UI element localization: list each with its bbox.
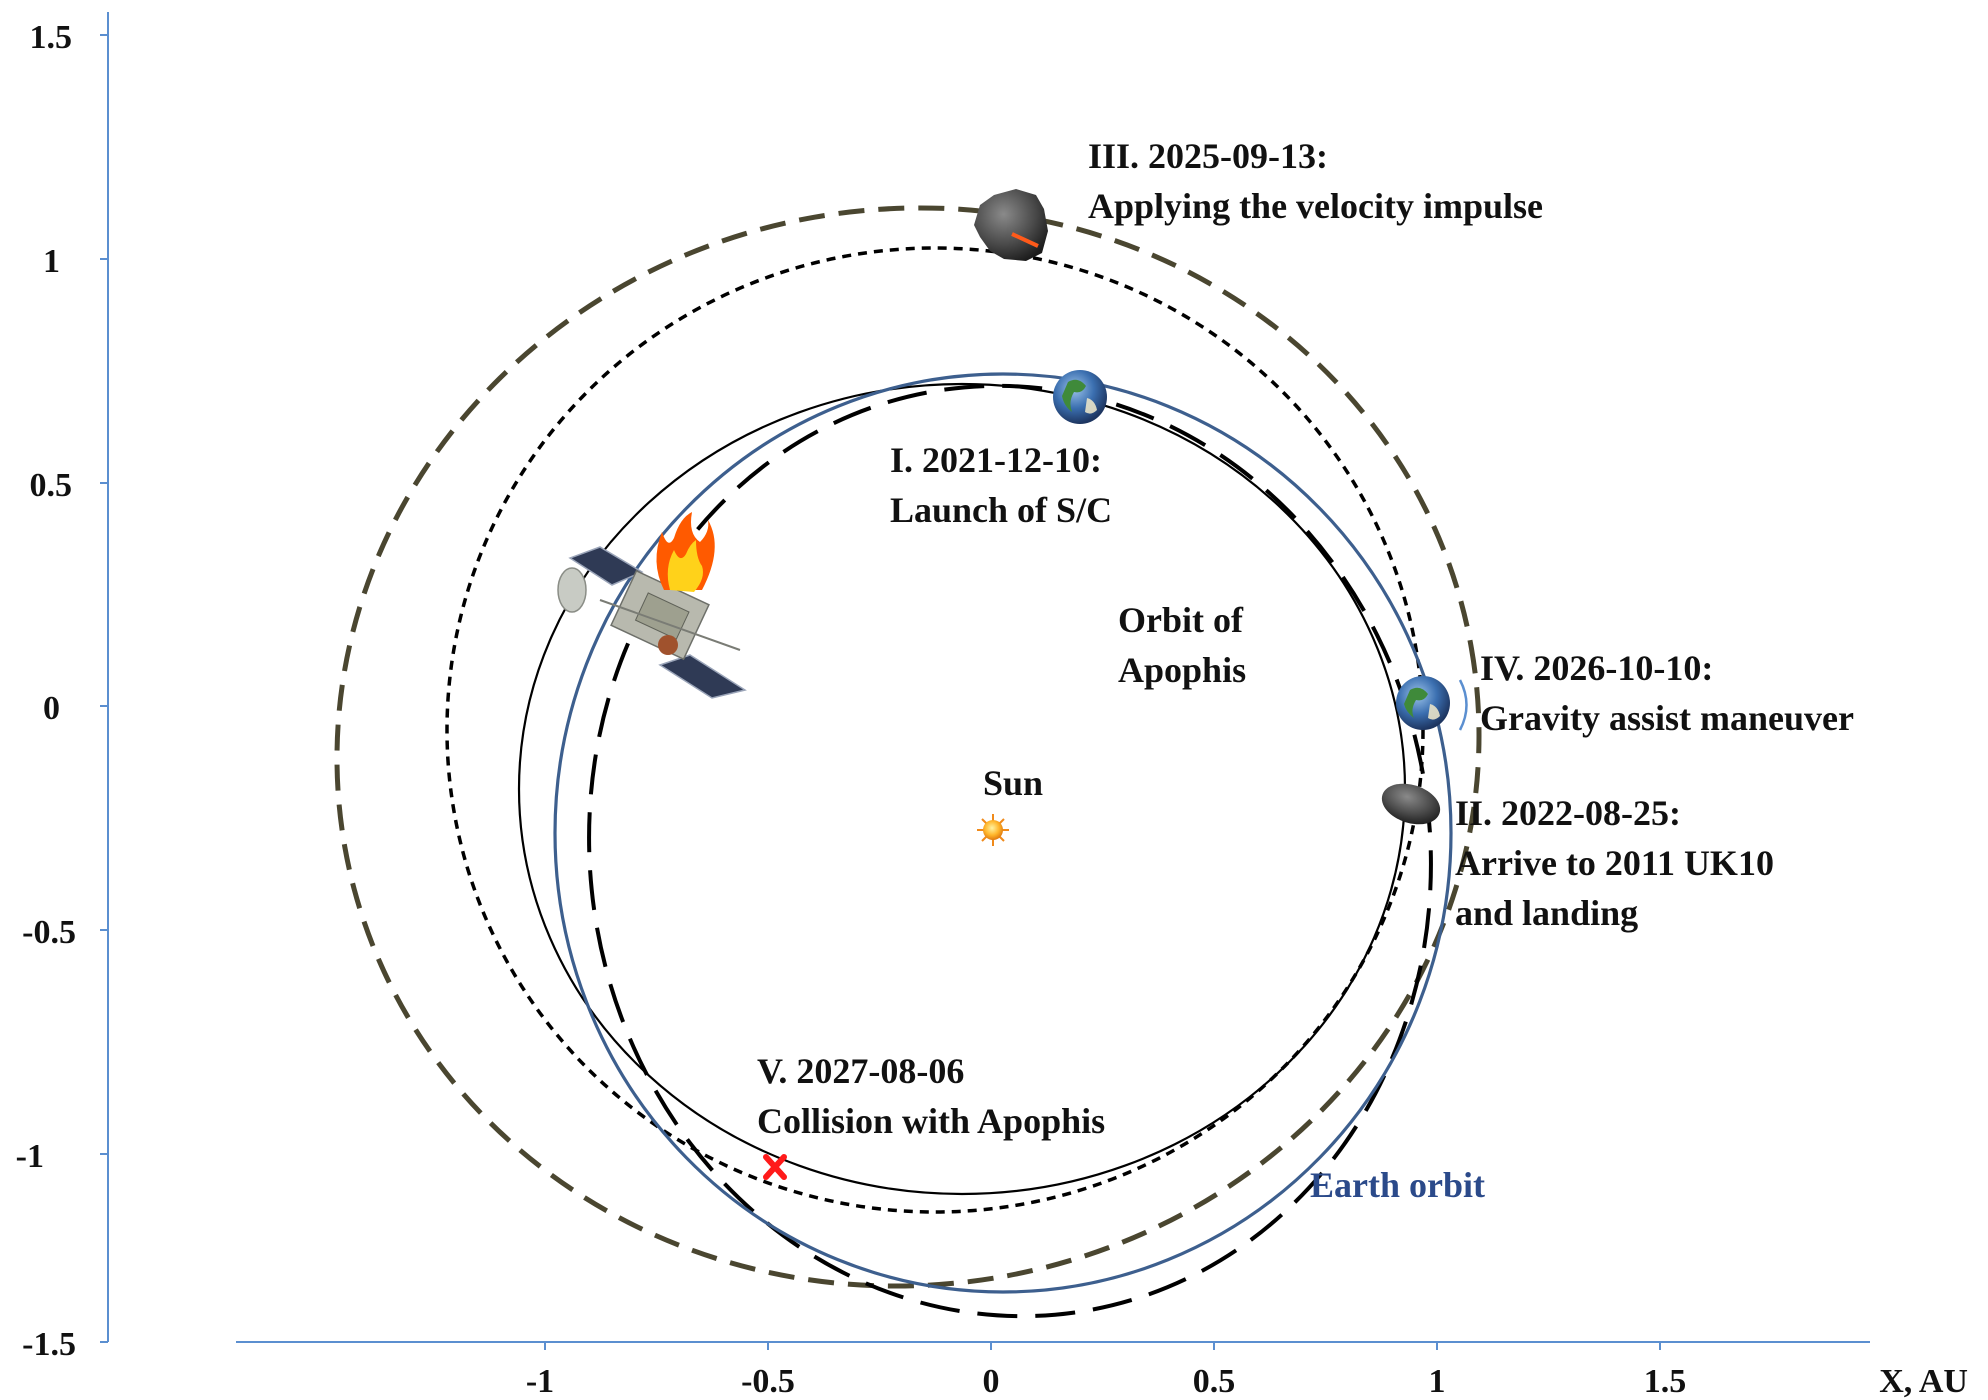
y-tick-label: -1.5: [22, 1326, 76, 1363]
label-collision-desc: Collision with Apophis: [757, 1101, 1105, 1141]
label-sun: Sun: [983, 763, 1043, 803]
x-axis: -1 -0.5 0 0.5 1 1.5 X, AU: [236, 1341, 1968, 1400]
label-collision-date: V. 2027-08-06: [757, 1051, 964, 1091]
y-tick-label: 0: [43, 690, 60, 727]
x-tick-label: 0.5: [1193, 1363, 1236, 1400]
x-axis-title: X, AU: [1879, 1363, 1968, 1400]
label-launch-date: I. 2021-12-10:: [890, 440, 1102, 480]
label-arrive-date: II. 2022-08-25:: [1455, 793, 1681, 833]
sun-icon: [977, 814, 1009, 846]
y-tick-label: -0.5: [22, 914, 76, 951]
asteroid-icon: [1381, 783, 1441, 825]
label-impulse-date: III. 2025-09-13:: [1088, 136, 1328, 176]
x-tick-label: 1: [1429, 1363, 1446, 1400]
outer-transfer-orbit: [334, 205, 1482, 1289]
label-launch-desc: Launch of S/C: [890, 490, 1112, 530]
y-tick-label: 0.5: [30, 467, 73, 504]
long-dashed-transfer-orbit: [587, 383, 1433, 1319]
label-impulse-desc: Applying the velocity impulse: [1088, 186, 1543, 226]
x-tick-label: -1: [526, 1363, 554, 1400]
y-tick-label: 1.5: [30, 19, 73, 56]
annotations: III. 2025-09-13: Applying the velocity i…: [757, 136, 1854, 1205]
earth-icon: [1053, 370, 1107, 424]
x-tick-label: 0: [983, 1363, 1000, 1400]
x-tick-label: -0.5: [741, 1363, 795, 1400]
asteroid-icon: [974, 189, 1048, 261]
label-gravity-date: IV. 2026-10-10:: [1480, 648, 1713, 688]
label-arrive-desc: Arrive to 2011 UK10: [1455, 843, 1774, 883]
earth-icon: [1396, 676, 1450, 730]
label-apophis-orbit-1: Orbit of: [1118, 600, 1244, 640]
y-tick-label: -1: [16, 1138, 44, 1175]
label-gravity-desc: Gravity assist maneuver: [1480, 698, 1854, 738]
y-axis: 1.5 1 0.5 0 -0.5 -1 -1.5: [16, 12, 109, 1363]
gravity-assist-arc: [1458, 679, 1468, 731]
label-arrive-desc-2: and landing: [1455, 893, 1638, 933]
impact-x-icon: [763, 1154, 787, 1180]
y-tick-label: 1: [43, 243, 60, 280]
earth-orbit: [553, 372, 1453, 1294]
label-apophis-orbit-2: Apophis: [1118, 650, 1246, 690]
label-earth-orbit: Earth orbit: [1310, 1165, 1485, 1205]
spacecraft-icon: [557, 512, 747, 699]
x-tick-label: 1.5: [1644, 1363, 1687, 1400]
